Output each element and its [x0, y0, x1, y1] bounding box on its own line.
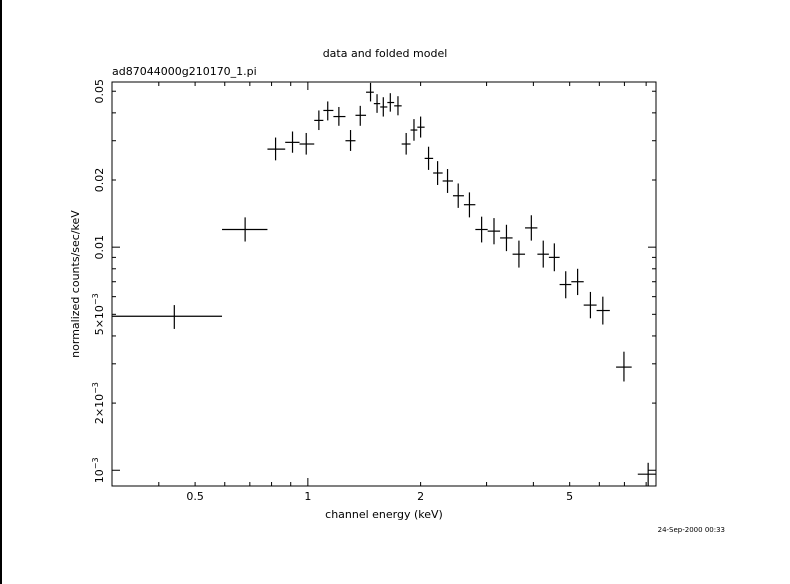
data-point	[401, 132, 411, 155]
data-point	[222, 217, 268, 242]
data-point	[314, 110, 324, 131]
data-point	[394, 96, 402, 116]
data-point	[548, 243, 560, 272]
data-point	[333, 106, 346, 126]
x-tick-label: 0.5	[186, 490, 204, 503]
data-point	[424, 146, 434, 170]
data-point	[525, 215, 538, 241]
y-tick-label: 0.01	[93, 235, 106, 260]
chart-subtitle: ad87044000g210170_1.pi	[112, 65, 257, 78]
plot-frame	[111, 81, 657, 487]
data-point	[463, 192, 476, 218]
window-edge	[0, 0, 2, 584]
data-point	[387, 93, 395, 112]
data-point	[380, 97, 388, 117]
data-point	[417, 116, 425, 138]
y-tick-label: 0.02	[93, 168, 106, 193]
data-point	[475, 216, 488, 243]
data-point	[285, 131, 300, 153]
data-point	[410, 119, 418, 141]
x-tick-label: 2	[417, 490, 424, 503]
x-axis-label: channel energy (keV)	[325, 508, 443, 521]
data-point	[373, 94, 381, 113]
axis-ticks	[111, 82, 656, 486]
data-point	[267, 137, 286, 161]
x-tick-label: 5	[566, 490, 573, 503]
data-point	[433, 161, 443, 185]
data-points	[112, 82, 656, 486]
data-point	[500, 224, 513, 252]
y-tick-labels: 10−3 2×10−3 5×10−3 0.01 0.02 0.05	[91, 79, 106, 483]
data-point	[345, 130, 356, 151]
y-tick-label: 10−3	[91, 457, 106, 483]
x-tick-label: 1	[304, 490, 311, 503]
data-point	[616, 351, 632, 382]
chart-title: data and folded model	[323, 47, 448, 60]
data-point	[355, 105, 367, 126]
data-point	[442, 169, 453, 193]
data-point	[512, 240, 526, 268]
data-point	[559, 271, 572, 299]
data-point	[596, 296, 610, 325]
data-point	[323, 101, 334, 121]
data-point	[487, 218, 501, 245]
data-point	[299, 132, 315, 155]
x-tick-labels: 0.5 1 2 5	[186, 490, 573, 503]
y-tick-label: 5×10−3	[91, 293, 106, 335]
data-point	[571, 268, 584, 296]
y-tick-label: 2×10−3	[91, 382, 106, 424]
y-axis-label: normalized counts/sec/keV	[69, 210, 82, 358]
timestamp: 24-Sep-2000 00:33	[658, 526, 725, 534]
data-point	[112, 305, 223, 329]
y-tick-label: 0.05	[93, 79, 106, 104]
data-point	[537, 240, 549, 268]
data-point	[637, 462, 656, 486]
data-point	[583, 291, 597, 319]
data-point	[366, 82, 374, 102]
data-point	[452, 183, 464, 208]
